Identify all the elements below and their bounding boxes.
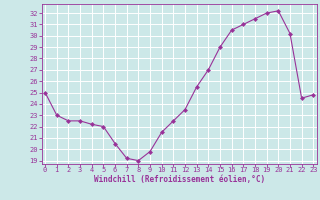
X-axis label: Windchill (Refroidissement éolien,°C): Windchill (Refroidissement éolien,°C): [94, 175, 265, 184]
